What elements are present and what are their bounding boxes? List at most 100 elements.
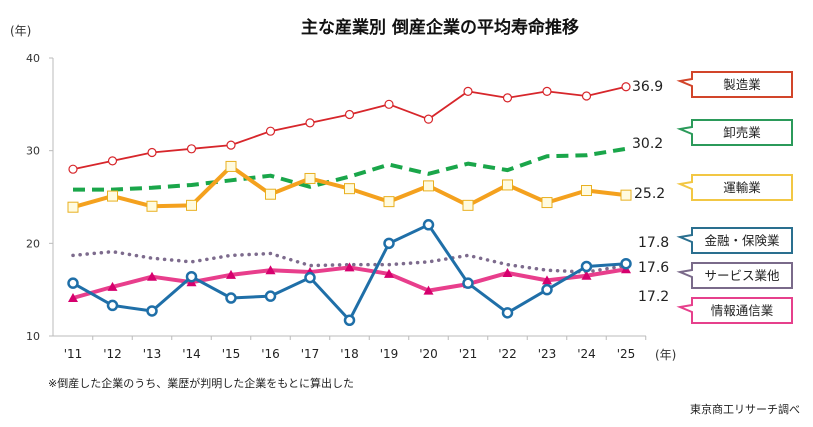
x-tick-label: '11 — [64, 347, 83, 361]
x-tick-label: '14 — [182, 347, 201, 361]
x-tick-label: '13 — [143, 347, 162, 361]
legend-callout: 運輸業 — [676, 174, 793, 201]
data-point — [146, 200, 158, 212]
end-value-label: 17.6 — [638, 260, 669, 276]
data-point — [107, 190, 118, 202]
data-point — [147, 271, 157, 281]
x-tick-label: '21 — [459, 347, 478, 361]
data-point — [501, 307, 514, 319]
data-point — [580, 260, 593, 273]
x-tick-label: '25 — [617, 347, 636, 361]
end-value-label: 36.9 — [632, 79, 663, 95]
x-tick-label: '12 — [103, 347, 122, 361]
callout-box — [676, 227, 793, 254]
data-point — [186, 199, 197, 211]
end-value-label: 30.2 — [632, 136, 663, 152]
x-tick-label: '19 — [380, 347, 399, 361]
data-point — [383, 237, 395, 250]
data-point — [107, 156, 118, 166]
data-point — [225, 292, 237, 304]
x-tick-label: '20 — [419, 347, 438, 361]
series-5 — [68, 262, 631, 303]
data-point — [185, 270, 198, 283]
legend-callout: 卸売業 — [676, 119, 793, 146]
x-axis-unit: (年) — [655, 348, 676, 362]
data-point — [265, 188, 276, 200]
data-point — [423, 285, 434, 295]
data-point — [384, 268, 394, 278]
series-4 — [71, 249, 628, 274]
data-point — [225, 160, 237, 172]
legend-label: 運輸業 — [723, 180, 761, 195]
legend-callout: 製造業 — [676, 71, 793, 98]
y-tick-label: 20 — [26, 237, 40, 250]
footnote: ※倒産した企業のうち、業歴が判明した企業をもとに算出した — [48, 376, 354, 390]
data-point — [146, 305, 158, 317]
data-point — [621, 82, 631, 92]
legend-label: 卸売業 — [723, 125, 761, 140]
data-point — [344, 109, 355, 120]
data-point — [541, 197, 553, 209]
data-point — [343, 314, 356, 326]
legend-label: サービス業他 — [704, 268, 780, 283]
end-value-label: 17.8 — [638, 235, 669, 251]
data-point — [265, 126, 276, 136]
y-tick-label: 30 — [26, 145, 40, 158]
data-point — [68, 293, 78, 303]
legend-callout: 金融・保険業 — [676, 227, 793, 254]
legend-label: 金融・保険業 — [704, 233, 780, 248]
data-point — [542, 275, 552, 285]
y-tick-label: 40 — [26, 52, 40, 65]
data-point — [422, 219, 435, 231]
data-point — [541, 283, 553, 296]
data-point — [304, 271, 316, 284]
source-note: 東京商工リサーチ調べ — [690, 402, 800, 416]
callout-box — [676, 297, 793, 324]
x-tick-label: '23 — [538, 347, 557, 361]
data-point — [620, 257, 632, 270]
x-tick-label: '22 — [498, 347, 517, 361]
data-point — [581, 270, 592, 280]
data-point — [423, 114, 434, 124]
callout-box — [676, 262, 793, 289]
data-point — [305, 118, 315, 128]
x-tick-label: '17 — [301, 347, 320, 361]
data-point — [68, 164, 78, 174]
end-value-label: 17.2 — [638, 289, 669, 305]
data-point — [384, 99, 394, 109]
series-line — [72, 223, 627, 322]
x-tick-label: '15 — [222, 347, 241, 361]
x-tick-label: '24 — [577, 347, 596, 361]
data-point — [226, 140, 236, 150]
data-point — [502, 267, 513, 277]
data-point — [462, 277, 474, 289]
data-point — [147, 147, 157, 158]
callout-box — [676, 71, 793, 98]
data-point — [581, 91, 592, 101]
data-point — [542, 86, 552, 96]
data-point — [462, 199, 474, 211]
series-3 — [67, 219, 632, 326]
data-point — [502, 93, 513, 103]
data-point — [67, 201, 79, 213]
series-2 — [67, 160, 632, 213]
legend-callout: サービス業他 — [676, 262, 793, 289]
data-point — [186, 144, 197, 154]
data-point — [344, 262, 355, 272]
callout-box — [676, 174, 793, 201]
data-point — [463, 86, 473, 96]
legend-callout: 情報通信業 — [676, 297, 793, 324]
data-point — [265, 265, 276, 275]
x-tick-label: '16 — [261, 347, 280, 361]
data-point — [106, 299, 119, 312]
data-point — [264, 290, 277, 302]
y-axis-unit: (年) — [10, 24, 31, 38]
data-point — [383, 196, 395, 208]
data-point — [67, 277, 79, 289]
data-point — [502, 179, 513, 191]
legend-label: 製造業 — [723, 77, 761, 92]
legend-label: 情報通信業 — [711, 303, 774, 318]
y-tick-label: 10 — [26, 330, 40, 343]
chart-title: 主な産業別 倒産企業の平均寿命推移 — [301, 17, 579, 38]
